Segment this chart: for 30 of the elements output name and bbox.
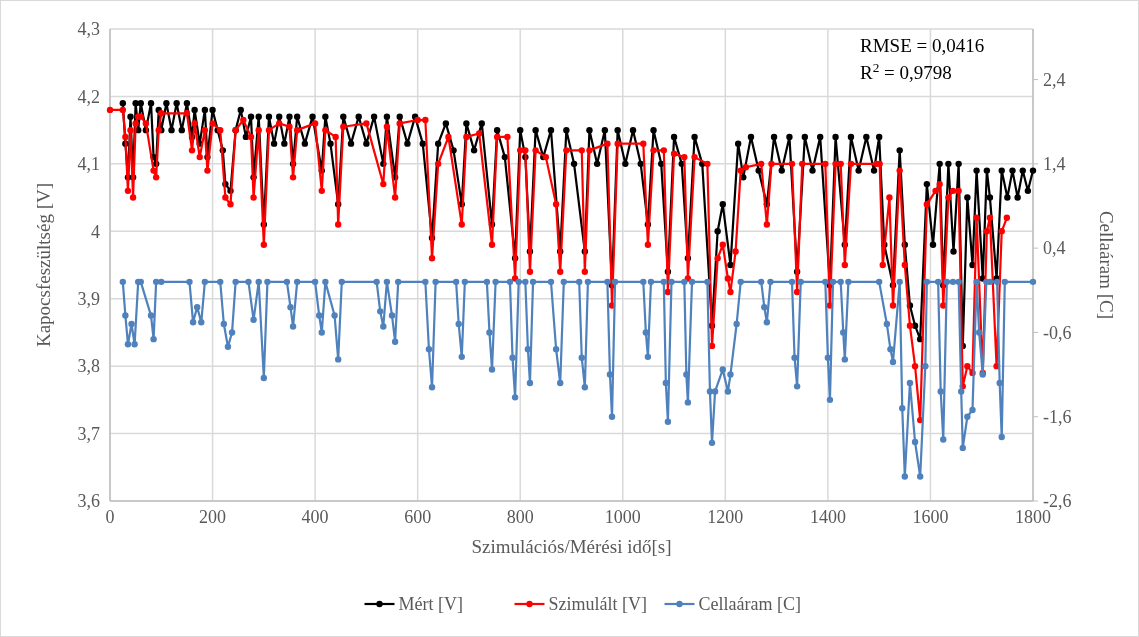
x-tick-label: 1400 <box>809 507 846 527</box>
x-tick-label: 1600 <box>912 507 949 527</box>
x-tick-label: 200 <box>199 507 227 527</box>
y2-tick-label: 0,4 <box>1043 238 1066 259</box>
y-tick-label: 4,2 <box>77 86 100 107</box>
annotation: R$^{2}$ = 0,9798 <box>860 59 952 83</box>
y-tick-label: 4 <box>91 221 100 242</box>
y2-tick-label: -1,6 <box>1043 407 1072 428</box>
annotation: RMSE = 0,0416 <box>860 35 985 56</box>
y2-tick-label: 2,4 <box>1043 69 1066 90</box>
y-tick-label: 3,8 <box>77 356 100 377</box>
y-tick-label: 4,1 <box>77 154 100 175</box>
x-tick-label: 1000 <box>604 507 641 527</box>
y-tick-label: 4,3 <box>77 19 100 40</box>
legend-label: Szimulált [V] <box>548 594 647 615</box>
y-tick-label: 3,7 <box>77 423 100 444</box>
x-tick-label: 0 <box>105 507 115 527</box>
y2-tick-label: -0,6 <box>1043 322 1072 343</box>
y-tick-label: 3,9 <box>77 289 100 310</box>
y-axis-title: Kapocsfeszültség [V] <box>33 182 54 348</box>
x-tick-label: 400 <box>301 507 329 527</box>
x-tick-label: 1200 <box>707 507 744 527</box>
x-axis-title: Szimulációs/Mérési idő[s] <box>471 536 672 557</box>
legend-label: Cellaáram [C] <box>698 594 801 615</box>
y-tick-label: 3,6 <box>77 491 100 512</box>
x-tick-label: 600 <box>404 507 432 527</box>
y2-tick-label: 1,4 <box>1043 154 1066 175</box>
legend-label: Mért [V] <box>398 594 463 615</box>
x-tick-label: 800 <box>506 507 534 527</box>
y2-axis-title: Cellaáram [C] <box>1096 210 1117 320</box>
